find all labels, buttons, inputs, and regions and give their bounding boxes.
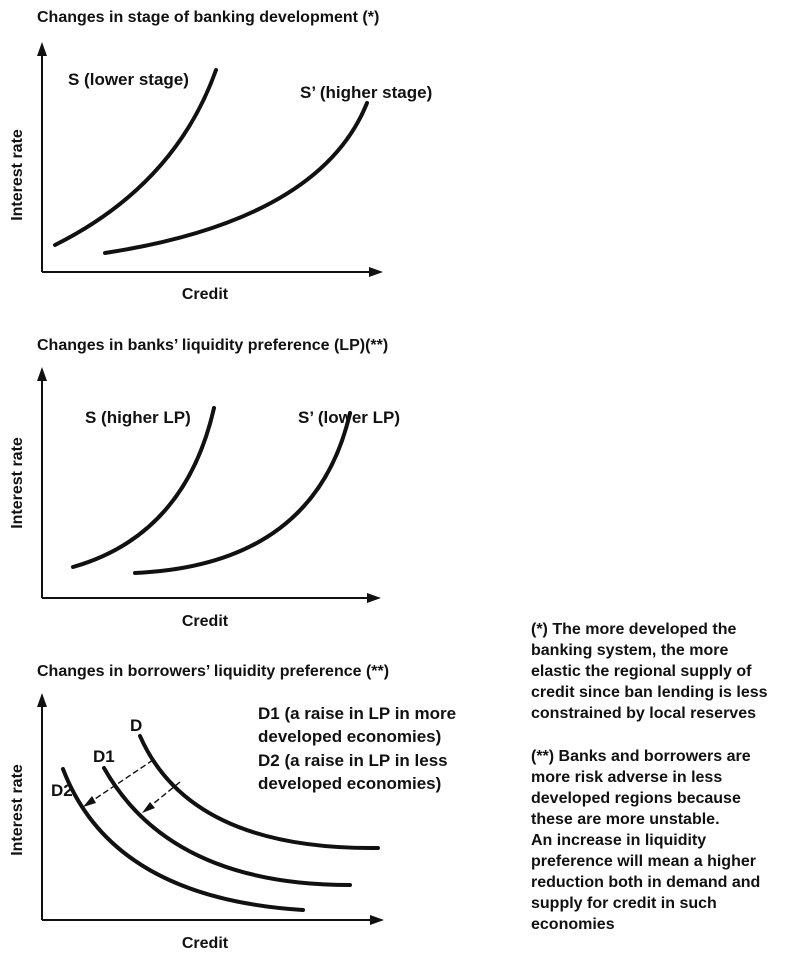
panel1-curve-s <box>53 68 218 247</box>
panel2-curve-s <box>71 406 216 569</box>
panel3-y-axis-arrowhead <box>37 693 47 707</box>
note-line: reduction both in demand and <box>531 874 760 891</box>
panel3-curve-d2 <box>61 767 305 912</box>
legend-line: D2 (a raise in LP in less <box>258 751 448 770</box>
note-line: preference will mean a higher <box>531 853 756 870</box>
panel1-curve-s-prime-label: S’ (higher stage) <box>300 83 432 102</box>
note-line: An increase in liquidity <box>531 832 706 849</box>
panel3-x-label: Credit <box>182 935 229 952</box>
panel1-title: Changes in stage of banking development … <box>37 9 379 26</box>
panel2-x-axis-arrowhead <box>367 593 381 603</box>
panel1-y-label: Interest rate <box>9 129 26 221</box>
note-line: these are more unstable. <box>531 811 720 828</box>
panel-borrowers-liquidity-preference: Changes in borrowers’ liquidity preferen… <box>9 663 456 952</box>
panel2-x-label: Credit <box>182 613 229 630</box>
shift-arrow-d-to-d1-head <box>142 802 155 813</box>
note-line: elastic the regional supply of <box>531 663 752 680</box>
note-line: banking system, the more <box>531 642 728 659</box>
panel2-y-label: Interest rate <box>9 437 26 529</box>
note-line: credit since ban lending is less <box>531 684 768 701</box>
panel3-title: Changes in borrowers’ liquidity preferen… <box>37 663 389 680</box>
panel2-y-axis-arrowhead <box>37 367 47 381</box>
footnote-double-star: (**) Banks and borrowers are more risk a… <box>531 748 760 933</box>
shift-arrow-d-to-d2-head <box>83 796 96 807</box>
note-line: economies <box>531 916 615 933</box>
legend-line: developed economies) <box>258 774 441 793</box>
footnote-star: (*) The more developed the banking syste… <box>531 621 768 722</box>
panel1-curve-s-prime <box>103 101 369 255</box>
note-line: (**) Banks and borrowers are <box>531 748 751 765</box>
legend-line: D1 (a raise in LP in more <box>258 704 456 723</box>
panel3-legend: D1 (a raise in LP in more developed econ… <box>258 704 456 793</box>
note-line: developed regions because <box>531 790 741 807</box>
panel1-curve-s-label: S (lower stage) <box>68 70 189 89</box>
panel3-y-label: Interest rate <box>9 764 26 856</box>
panel1-x-label: Credit <box>182 286 229 303</box>
shift-arrow-d-to-d1 <box>147 781 181 809</box>
panel1-x-axis-arrowhead <box>369 267 383 277</box>
panel1-y-axis-arrowhead <box>37 42 47 56</box>
panel-banking-development: Changes in stage of banking development … <box>9 9 432 303</box>
panel2-curve-s-prime-label: S’ (lower LP) <box>298 408 400 427</box>
panel2-curve-s-label: S (higher LP) <box>85 408 191 427</box>
note-line: more risk adverse in less <box>531 769 722 786</box>
shift-arrow-d-to-d2 <box>88 759 154 804</box>
panel3-curve-d1-label: D1 <box>93 747 115 766</box>
panel-banks-liquidity-preference: Changes in banks’ liquidity preference (… <box>9 337 400 630</box>
panel2-curve-s-prime <box>133 411 352 575</box>
note-line: supply for credit in such <box>531 895 717 912</box>
panel3-curve-d <box>138 734 380 851</box>
panel3-curve-d-label: D <box>130 716 142 735</box>
note-line: (*) The more developed the <box>531 621 736 638</box>
legend-line: developed economies) <box>258 727 441 746</box>
panel2-title: Changes in banks’ liquidity preference (… <box>37 337 388 354</box>
panel3-curve-d2-label: D2 <box>51 781 73 800</box>
panel3-curve-d1 <box>102 766 352 887</box>
note-line: constrained by local reserves <box>531 705 756 722</box>
panel3-x-axis-arrowhead <box>370 915 384 925</box>
